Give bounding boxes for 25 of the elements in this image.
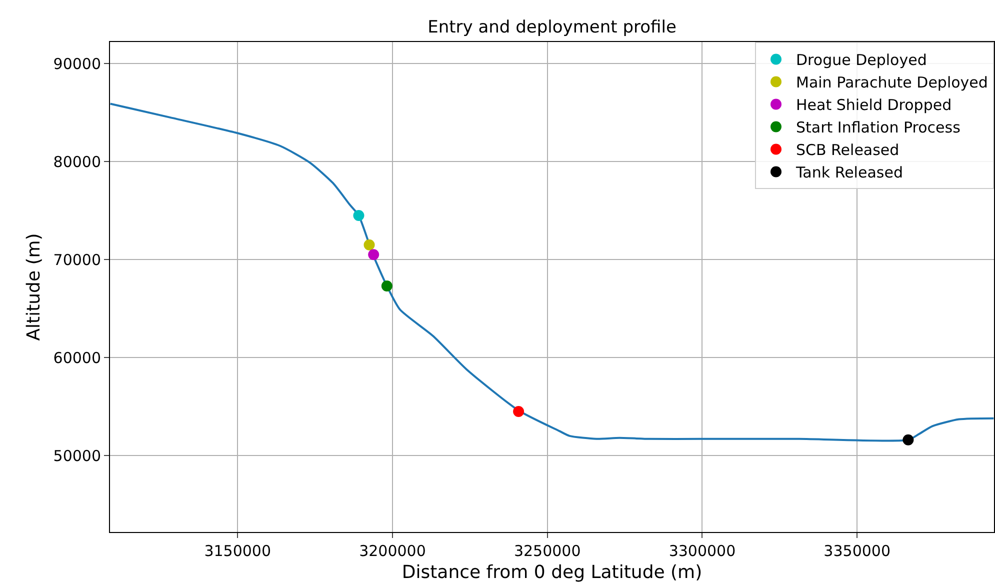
legend-label: Start Inflation Process (796, 118, 961, 137)
point (368, 249, 380, 260)
y-tick-label: 60000 (53, 348, 101, 367)
point (364, 239, 375, 250)
y-tick-label: 80000 (53, 152, 101, 171)
legend-label: Heat Shield Dropped (796, 96, 952, 114)
point (902, 434, 914, 446)
point (513, 406, 524, 417)
x-tick-label: 3300000 (668, 542, 736, 560)
chart-title: Entry and deployment profile (428, 17, 676, 38)
y-tick-label: 70000 (53, 250, 101, 269)
legend-label: Main Parachute Deployed (796, 74, 988, 92)
point (381, 280, 392, 292)
legend-label: Tank Released (795, 164, 903, 182)
x-tick-label: 3250000 (514, 542, 581, 560)
x-axis-title: Distance from 0 deg Latitude (m) (402, 562, 702, 584)
y-axis-title: Altitude (m) (23, 233, 44, 341)
x-tick-label: 3200000 (359, 542, 426, 560)
legend-label: Drogue Deployed (796, 51, 927, 70)
y-tick-label: 90000 (53, 54, 101, 73)
x-tick-label: 3150000 (204, 542, 272, 560)
x-tick-label: 3350000 (824, 542, 890, 560)
legend-label: SCB Released (796, 141, 900, 160)
y-tick-label: 50000 (53, 446, 101, 465)
point (353, 210, 364, 221)
